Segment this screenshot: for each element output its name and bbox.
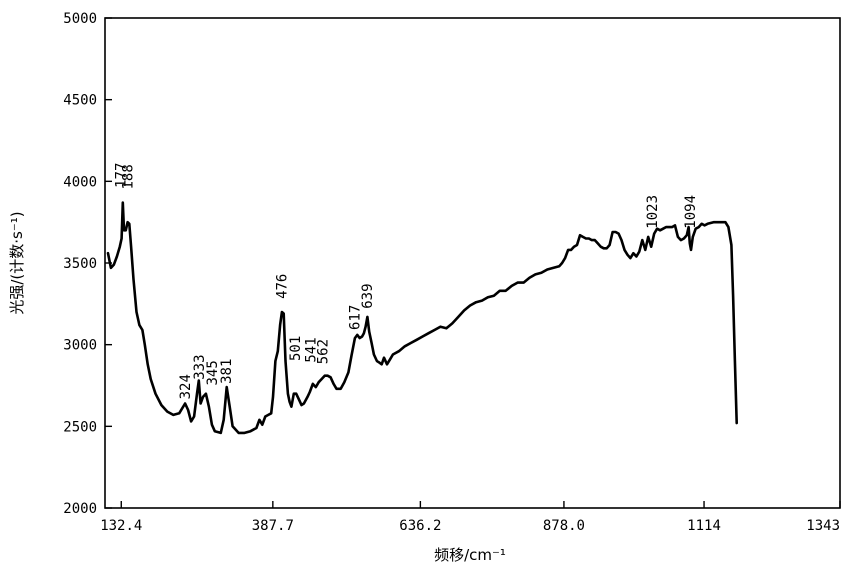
y-tick-label: 3500 bbox=[63, 256, 97, 272]
peak-label: 188 bbox=[121, 164, 137, 189]
y-tick-label: 4000 bbox=[63, 174, 97, 190]
peak-label: 617 bbox=[347, 305, 363, 330]
spectrum-line bbox=[106, 201, 738, 435]
y-axis-title: 光强/(计数·s⁻¹) bbox=[8, 211, 26, 314]
y-tick-label: 2500 bbox=[63, 419, 97, 435]
peak-label: 324 bbox=[178, 374, 194, 399]
peak-label: 177 bbox=[113, 163, 129, 188]
x-tick-label: 636.2 bbox=[399, 518, 441, 534]
x-tick-label: 1343 bbox=[806, 518, 840, 534]
x-axis-title: 频移/cm⁻¹ bbox=[434, 546, 506, 564]
peak-label: 501 bbox=[288, 336, 304, 361]
peak-label: 333 bbox=[192, 354, 208, 379]
x-tick-label: 1114 bbox=[687, 518, 721, 534]
peak-label: 1023 bbox=[645, 195, 661, 229]
x-tick-label: 878.0 bbox=[543, 518, 585, 534]
x-tick-label: 387.7 bbox=[252, 518, 294, 534]
y-tick-label: 3000 bbox=[63, 338, 97, 354]
peak-label: 345 bbox=[205, 360, 221, 385]
plot-frame bbox=[104, 17, 841, 509]
peak-label: 639 bbox=[360, 283, 376, 308]
peak-label: 1094 bbox=[683, 195, 699, 229]
x-tick-label: 132.4 bbox=[100, 518, 142, 534]
y-tick-label: 4500 bbox=[63, 93, 97, 109]
peak-label: 562 bbox=[315, 339, 331, 364]
peak-label: 476 bbox=[274, 274, 290, 299]
y-tick-label: 5000 bbox=[63, 11, 97, 27]
peak-label: 381 bbox=[219, 359, 235, 384]
y-tick-label: 2000 bbox=[63, 501, 97, 517]
peak-label: 541 bbox=[303, 337, 319, 362]
